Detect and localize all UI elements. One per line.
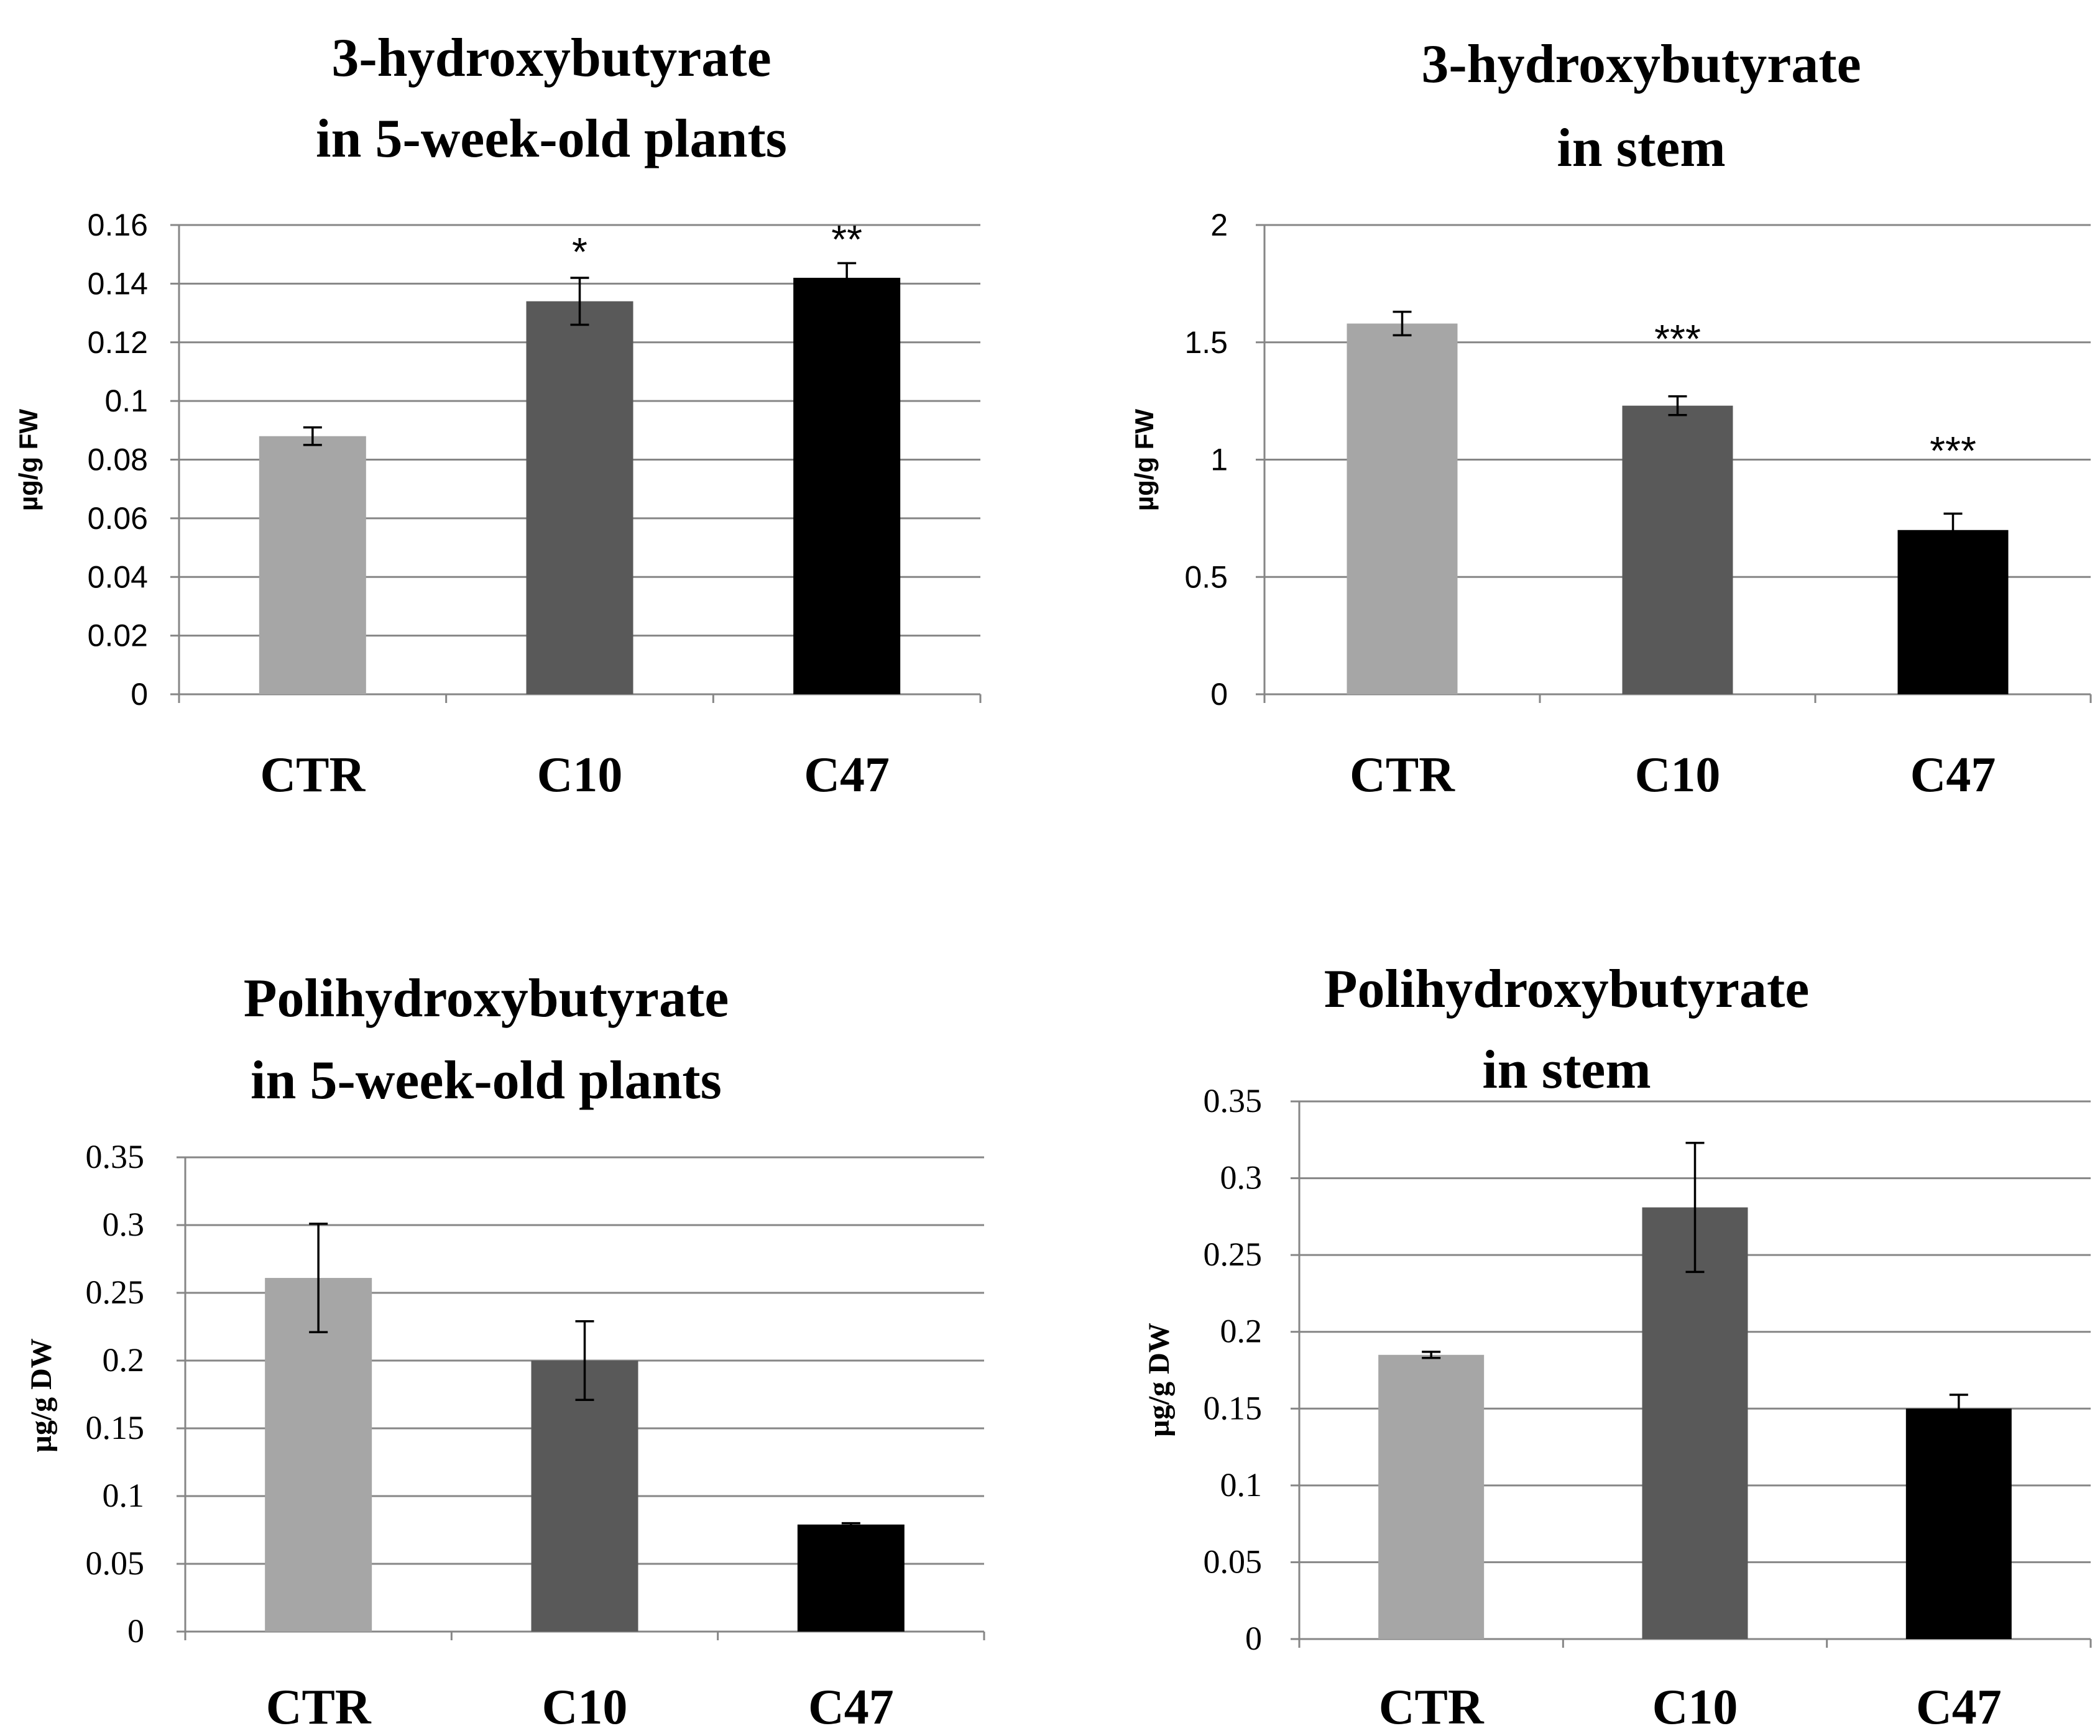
significance-marker: *** <box>1654 316 1701 361</box>
y-tick-label: 0.5 <box>1184 559 1228 594</box>
bar-ctr <box>265 1278 372 1632</box>
y-tick-label: 1.5 <box>1184 325 1228 360</box>
y-tick-label: 0.15 <box>1204 1389 1263 1426</box>
bar-c47 <box>1905 1408 2012 1639</box>
y-tick-label: 0.05 <box>1204 1543 1263 1580</box>
y-tick-label: 0.05 <box>86 1545 145 1582</box>
x-category-label: C10 <box>1635 748 1721 802</box>
y-tick-label: 0 <box>1210 677 1228 712</box>
bar-ctr <box>259 436 366 694</box>
y-tick-label: 0.1 <box>104 383 148 418</box>
bar-c47 <box>793 277 901 694</box>
x-category-label: C10 <box>1652 1680 1738 1735</box>
chart-title-line-2: in stem <box>1557 118 1725 178</box>
y-tick-label: 0.3 <box>103 1206 145 1243</box>
chart-title-line-1: 3-hydroxybutyrate <box>331 28 771 88</box>
y-tick-label: 0.06 <box>88 501 148 536</box>
y-tick-label: 0.1 <box>1220 1466 1263 1504</box>
y-axis-label: µg/g FW <box>14 409 43 512</box>
bar-c10 <box>1642 1207 1748 1639</box>
x-category-label: C10 <box>542 1680 628 1735</box>
x-category-label: CTR <box>1379 1680 1485 1735</box>
chart-panel-3: Polihydroxybutyrate in 5-week-old plants 0… <box>25 968 985 1735</box>
y-tick-label: 0 <box>131 677 148 712</box>
y-tick-label: 1 <box>1210 443 1228 477</box>
y-tick-label: 2 <box>1210 208 1228 242</box>
significance-marker: * <box>572 229 587 274</box>
y-tick-label: 0.25 <box>86 1274 145 1311</box>
bar-c10 <box>531 1361 638 1632</box>
chart-title-line-1: Polihydroxybutyrate <box>1324 959 1810 1019</box>
y-tick-label: 0 <box>127 1612 144 1650</box>
x-category-label: CTR <box>266 1680 372 1735</box>
y-tick-label: 0.2 <box>103 1341 145 1379</box>
y-tick-label: 0.2 <box>1220 1313 1263 1350</box>
y-tick-label: 0.08 <box>88 443 148 477</box>
chart-panel-2: 3-hydroxybutyrate in stem 0 0.5 1 1.5 2 µg/g FW… <box>1130 34 2092 802</box>
bar-ctr <box>1347 323 1458 694</box>
chart-title-line-1: 3-hydroxybutyrate <box>1421 34 1861 94</box>
y-tick-label: 0.16 <box>88 208 148 242</box>
x-category-label: CTR <box>260 748 366 802</box>
chart-title-line-2: in 5-week-old plants <box>316 109 787 169</box>
y-tick-label: 0.35 <box>86 1138 145 1175</box>
bar-ctr <box>1378 1354 1485 1639</box>
y-tick-label: 0.35 <box>1204 1082 1263 1119</box>
x-category-label: CTR <box>1350 748 1455 802</box>
y-axis-label: µg/g FW <box>1130 409 1159 512</box>
y-tick-label: 0.25 <box>1204 1236 1263 1273</box>
chart-title-line-2: in 5-week-old plants <box>251 1050 722 1111</box>
bar-c47 <box>797 1524 905 1632</box>
y-tick-label: 0.15 <box>86 1409 145 1446</box>
bar-c47 <box>1897 530 2009 694</box>
bar-c10 <box>526 301 633 694</box>
y-axis-label: µg/g DW <box>1143 1323 1176 1437</box>
y-axis-label: µg/g DW <box>25 1338 58 1453</box>
chart-panel-4: Polihydroxybutyrate in stem 0 0.05 0.1 0.15 0.… <box>1143 959 2092 1735</box>
y-tick-label: 0.12 <box>88 325 148 360</box>
significance-marker: ** <box>831 217 862 262</box>
y-tick-label: 0.3 <box>1220 1159 1263 1196</box>
y-tick-label: 0.1 <box>103 1477 145 1514</box>
x-category-label: C47 <box>1910 748 1996 802</box>
x-category-label: C47 <box>808 1680 894 1735</box>
x-category-label: C47 <box>1916 1680 2002 1735</box>
significance-marker: *** <box>1930 428 1976 473</box>
chart-title-line-1: Polihydroxybutyrate <box>244 968 729 1029</box>
y-tick-label: 0.02 <box>88 618 148 653</box>
chart-panel-1: 3-hydroxybutyrate in 5-week-old plants 0 0.… <box>14 28 982 802</box>
x-category-label: C10 <box>537 748 623 802</box>
x-category-label: C47 <box>804 748 890 802</box>
y-tick-label: 0.14 <box>88 266 148 301</box>
bar-c10 <box>1622 405 1733 694</box>
chart-title-line-2: in stem <box>1482 1040 1651 1100</box>
y-tick-label: 0 <box>1245 1620 1262 1657</box>
y-tick-label: 0.04 <box>88 559 148 594</box>
